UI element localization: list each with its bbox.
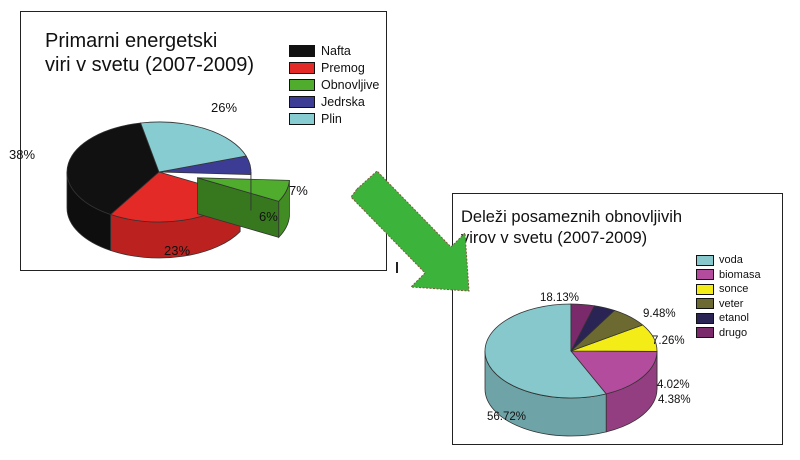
pie-slice-plin [140, 121, 247, 173]
legend-item-drugo: drugo [696, 326, 761, 341]
value-label-obnovljive: 7% [289, 183, 308, 198]
legend-item-voda: voda [696, 253, 761, 268]
legend-item-premog: Premog [289, 59, 379, 76]
value-label-biomasa: 18.13% [540, 292, 579, 304]
pie-slice-biomasa [570, 350, 658, 433]
value-label-drugo: 4.38% [658, 394, 691, 406]
value-label-sonce: 9.48% [643, 308, 676, 320]
legend-label: voda [719, 254, 743, 267]
legend-label: veter [719, 297, 744, 310]
legend-item-sonce: sonce [696, 282, 761, 297]
value-label-voda: 56.72% [487, 411, 526, 423]
value-label-premog: 26% [211, 100, 237, 115]
value-label-plin: 23% [164, 243, 190, 258]
chart-title-line-1: Deleži posameznih obnovljivih [461, 208, 683, 226]
legend-label: etanol [719, 312, 749, 325]
legend-swatch [696, 298, 714, 310]
legend-swatch [289, 112, 315, 125]
legend-item-veter: veter [696, 297, 761, 312]
pie-slice-top [66, 122, 160, 215]
pie-slice-top [197, 177, 290, 202]
value-label-nafta: 38% [9, 147, 35, 162]
legend-swatch [289, 78, 315, 91]
value-label-etanol: 4.02% [657, 379, 690, 391]
pie-slice-voda [484, 303, 607, 437]
value-label-jedrska: 6% [259, 209, 278, 224]
legend-label: sonce [719, 283, 749, 296]
legend-item-etanol: etanol [696, 311, 761, 326]
legend-label: Plin [321, 111, 342, 126]
chart-title-line-1: Primarni energetski [45, 30, 218, 52]
chart-title-line-2: viri v svetu (2007-2009) [45, 54, 254, 76]
pie-slice-top [570, 303, 595, 352]
legend-swatch [696, 269, 714, 281]
legend-swatch [696, 254, 714, 266]
pie-slice-top [484, 303, 607, 399]
legend-label: drugo [719, 326, 748, 339]
pie-chart-primary: 38% 26% 7% 6% 23% [9, 100, 308, 259]
text-cursor-mark [396, 262, 398, 273]
legend-item-obnovljive: Obnovljive [289, 76, 379, 93]
legend-label: Obnovljive [321, 77, 380, 92]
legend-item-plin: Plin [289, 110, 379, 127]
renewable-shares-chart-panel: Deleži posameznih obnovljivih virov v sv… [452, 193, 783, 445]
legend-label: biomasa [719, 268, 761, 281]
legend-swatch [289, 61, 315, 74]
pie-slice-top [140, 121, 247, 173]
legend-item-jedrska: Jedrska [289, 93, 379, 110]
legend-swatch [696, 283, 714, 295]
pie-chart-renewables: 56.72% 18.13% 9.48% 7.26% 4.02% 4.38% [484, 292, 691, 437]
pie-slice-drugo [570, 303, 595, 352]
legend-item-biomasa: biomasa [696, 268, 761, 283]
legend-swatch [289, 95, 315, 108]
legend-label: Premog [321, 60, 365, 75]
legend: Nafta Premog Obnovljive Jedrska Plin [289, 42, 379, 127]
legend-label: Jedrska [321, 94, 365, 109]
pie-slice-obnovljive [197, 177, 290, 239]
pie-slice-nafta [66, 122, 160, 252]
legend-swatch [289, 44, 315, 57]
legend-label: Nafta [321, 43, 351, 58]
legend-item-nafta: Nafta [289, 42, 379, 59]
legend-swatch [696, 312, 714, 324]
chart-title-line-2: virov v svetu (2007-2009) [461, 229, 648, 247]
primary-energy-chart-panel: Primarni energetski viri v svetu (2007-2… [9, 11, 387, 271]
legend-swatch [696, 327, 714, 339]
legend: voda biomasa sonce veter etanol drugo [696, 253, 761, 340]
value-label-veter: 7.26% [652, 335, 685, 347]
